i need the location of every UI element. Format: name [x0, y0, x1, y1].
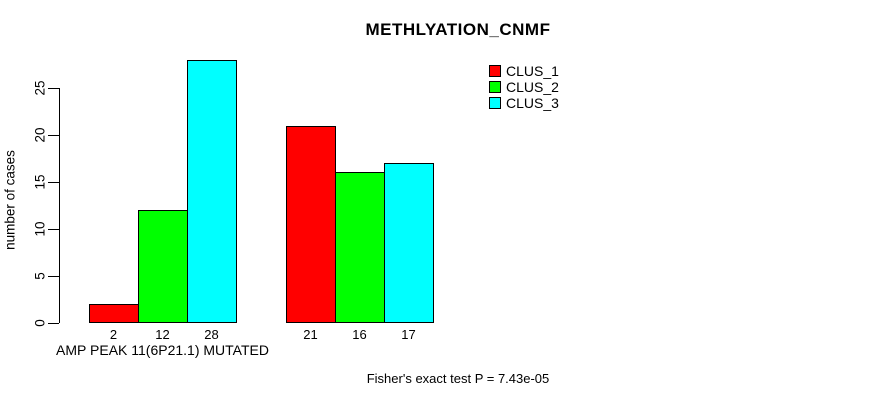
bar-clus_1 — [88, 303, 139, 324]
y-tick — [48, 88, 59, 89]
y-tick-label: 10 — [32, 221, 48, 237]
y-tick-label: 15 — [32, 174, 48, 190]
bar-clus_3 — [383, 163, 434, 324]
bar-clus_3 — [186, 59, 237, 324]
bar-value-label: 2 — [109, 326, 118, 342]
y-tick-label: 5 — [32, 271, 48, 280]
y-tick-label: 20 — [32, 127, 48, 143]
bar-value-label: 21 — [303, 326, 318, 342]
legend-item-clus-2: CLUS_2 — [489, 79, 559, 95]
legend-item-clus-1: CLUS_1 — [489, 63, 559, 79]
y-tick — [48, 322, 59, 324]
legend-item-clus-3: CLUS_3 — [489, 95, 559, 111]
y-tick — [48, 228, 59, 230]
bar-value-label: 28 — [204, 326, 219, 342]
bar-value-label: 16 — [352, 326, 367, 342]
stat-annotation: Fisher's exact test P = 7.43e-05 — [366, 371, 550, 386]
legend-label-clus-1: CLUS_1 — [506, 63, 559, 79]
y-tick — [48, 181, 59, 183]
bar-clus_2 — [334, 172, 385, 324]
bar-clus_2 — [137, 209, 188, 324]
y-tick-label: 25 — [32, 80, 48, 96]
bar-clus_1 — [285, 125, 336, 324]
y-tick — [48, 275, 59, 277]
bar-value-label: 17 — [401, 326, 416, 342]
x-axis-group-label: AMP PEAK 11(6P21.1) MUTATED — [56, 342, 269, 358]
y-axis-title: number of cases — [2, 150, 18, 250]
y-tick — [48, 134, 59, 136]
legend-swatch-clus-2 — [489, 81, 501, 93]
legend-label-clus-2: CLUS_2 — [506, 79, 559, 95]
bar-value-label: 12 — [155, 326, 170, 342]
legend-label-clus-3: CLUS_3 — [506, 95, 559, 111]
legend-swatch-clus-3 — [489, 97, 501, 109]
legend: CLUS_1 CLUS_2 CLUS_3 — [489, 63, 559, 111]
y-axis-line — [59, 88, 60, 323]
y-tick-label: 0 — [32, 318, 48, 327]
chart-title: METHLYATION_CNMF — [365, 20, 551, 39]
legend-swatch-clus-1 — [489, 65, 501, 77]
